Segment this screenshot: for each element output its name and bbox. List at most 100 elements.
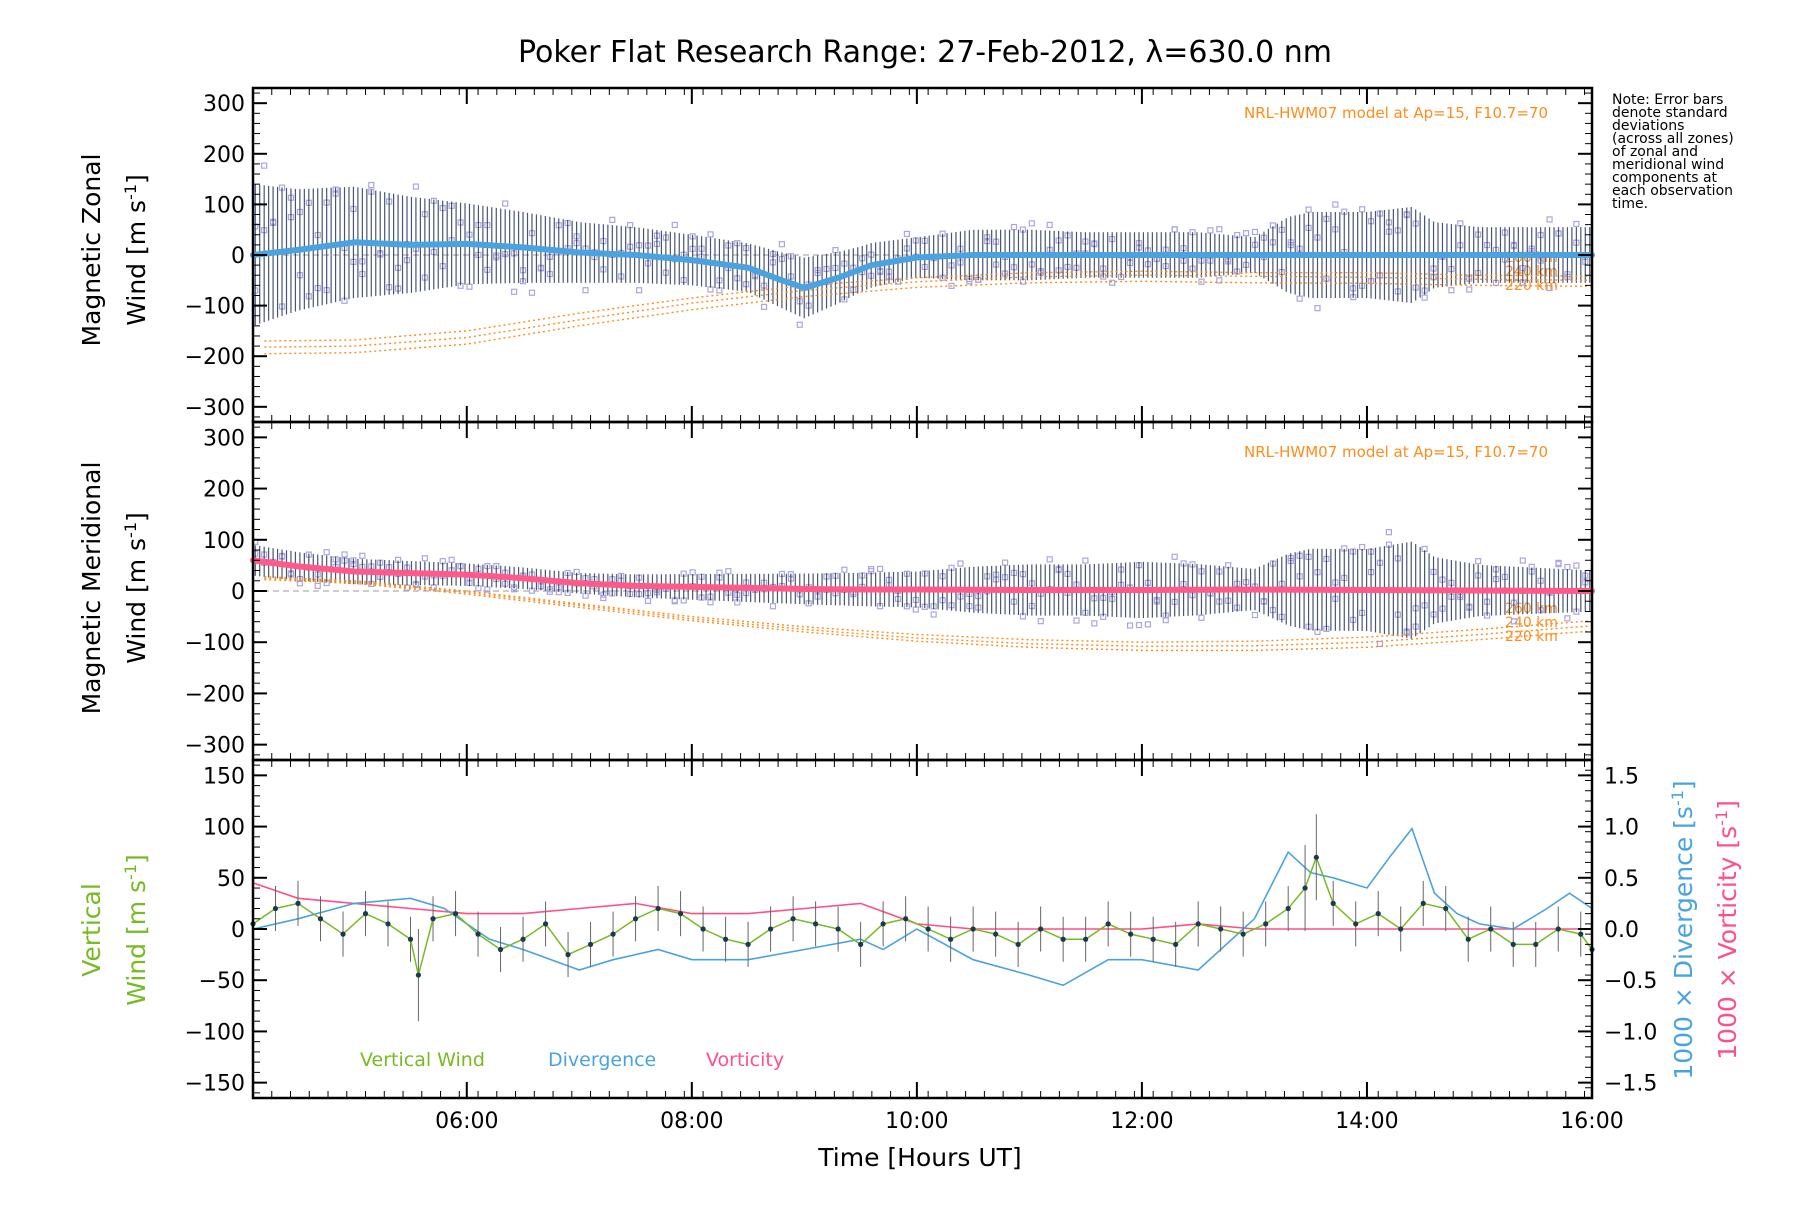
zonal-scatter-point bbox=[1296, 295, 1303, 302]
vertical-y-tick-label: −50 bbox=[199, 969, 245, 994]
meridional-scatter-point bbox=[1198, 614, 1205, 621]
meridional-alt-label: 220 km bbox=[1505, 629, 1558, 645]
meridional-scatter-point bbox=[323, 549, 330, 556]
vertical-data bbox=[250, 814, 1595, 1022]
note-line: denote standard bbox=[1612, 105, 1728, 121]
zonal-scatter-point bbox=[1207, 227, 1214, 234]
vertical-wind-point bbox=[835, 926, 841, 932]
vertical-ylabel-line2: Wind [m s-1] bbox=[121, 854, 152, 1006]
note-line: deviations bbox=[1612, 118, 1684, 134]
meridional-scatter-point bbox=[484, 586, 491, 593]
zonal-scatter-point bbox=[1546, 284, 1553, 292]
zonal-y-tick-label: −300 bbox=[185, 396, 245, 421]
zonal-scatter-point bbox=[502, 200, 509, 207]
meridional-scatter-point bbox=[1037, 618, 1044, 625]
zonal-scatter-point bbox=[412, 183, 420, 190]
zonal-model-curve bbox=[264, 280, 1593, 355]
meridional-scatter-point bbox=[1171, 553, 1178, 560]
meridional-scatter-point bbox=[1091, 620, 1098, 627]
meridional-model-curve bbox=[264, 579, 1593, 652]
meridional-scatter-point bbox=[1135, 621, 1143, 629]
meridional-scatter-point bbox=[1519, 557, 1526, 564]
note-line: Note: Error bars bbox=[1612, 92, 1723, 108]
meridional-scatter-point bbox=[1144, 621, 1151, 628]
vertical-wind-point bbox=[925, 926, 931, 932]
meridional-y-tick-label: −200 bbox=[185, 682, 245, 707]
vertical-wind-point bbox=[340, 931, 346, 937]
vertical-wind-point bbox=[497, 946, 504, 953]
zonal-model-curve bbox=[264, 270, 1593, 342]
zonal-model-label: NRL-HWM07 model at Ap=15, F10.7=70 bbox=[1244, 104, 1548, 122]
vertical-ylabel-close: ] bbox=[122, 854, 151, 864]
x-tick-label: 10:00 bbox=[885, 1109, 948, 1134]
zonal-scatter-point bbox=[1216, 226, 1223, 233]
legend-vertical-wind: Vertical Wind bbox=[360, 1049, 485, 1071]
note-line: (across all zones) bbox=[1612, 131, 1734, 147]
vertical-wind-point bbox=[655, 905, 661, 912]
meridional-scatter-point bbox=[644, 597, 652, 605]
x-tick-label: 06:00 bbox=[435, 1109, 498, 1134]
meridional-scatter-point bbox=[1510, 618, 1517, 625]
vertical-y-tick-label: −100 bbox=[185, 1020, 245, 1045]
note-line: components at bbox=[1612, 170, 1718, 186]
meridional-ylabel-close: ] bbox=[122, 512, 151, 522]
zonal-scatter-point bbox=[1251, 228, 1259, 236]
meridional-scatter-point bbox=[1555, 561, 1562, 568]
divergence-ylabel-sup: -1 bbox=[1668, 790, 1687, 806]
zonal-scatter-point bbox=[528, 289, 536, 296]
divergence-ylabel-main: 1000 × Divergence [s bbox=[1669, 806, 1698, 1080]
vertical-wind-point bbox=[1330, 900, 1336, 906]
zonal-model-curve bbox=[264, 274, 1593, 348]
note-line: meridional wind bbox=[1612, 157, 1724, 173]
zonal-scatter-point bbox=[778, 241, 786, 248]
vertical-wind-point bbox=[1313, 854, 1319, 860]
zonal-scatter-point bbox=[1466, 286, 1473, 293]
zonal-scatter-point bbox=[1171, 226, 1178, 233]
zonal-scatter-point bbox=[707, 231, 714, 238]
zonal-scatter-point bbox=[582, 287, 589, 294]
vertical-wind-point bbox=[1218, 926, 1224, 932]
meridional-scatter-point bbox=[1251, 611, 1259, 619]
vertical-wind-point bbox=[1060, 936, 1066, 942]
x-axis-title: Time [Hours UT] bbox=[817, 1143, 1021, 1172]
vertical-wind-point bbox=[722, 936, 729, 942]
vertical-wind-point bbox=[700, 926, 706, 932]
meridional-scatter-point bbox=[725, 568, 732, 575]
zonal-scatter-point bbox=[903, 230, 910, 238]
vertical-y-tick-label: 0 bbox=[231, 918, 245, 943]
vertical-wind-point bbox=[1038, 926, 1044, 932]
vertical-wind-point bbox=[1150, 936, 1156, 942]
vertical-wind-point bbox=[542, 921, 549, 927]
divergence-ylabel: 1000 × Divergence [s-1] bbox=[1668, 780, 1699, 1079]
vertical-wind-point bbox=[1173, 941, 1179, 947]
meridional-scatter-point bbox=[314, 582, 321, 590]
zonal-data bbox=[250, 162, 1595, 355]
vertical-wind-point bbox=[1420, 900, 1426, 906]
vertical-wind-point bbox=[610, 931, 616, 937]
zonal-ylabel-close: ] bbox=[122, 174, 151, 184]
vertical-wind-point bbox=[362, 911, 369, 917]
zonal-scatter-point bbox=[671, 221, 678, 229]
vertical-wind-point bbox=[1555, 926, 1561, 932]
zonal-y-tick-label: −100 bbox=[185, 295, 245, 320]
vertical-wind-point bbox=[1533, 941, 1539, 947]
meridional-scatter-point bbox=[1082, 557, 1089, 564]
vertical-y-tick-label: 150 bbox=[203, 764, 245, 789]
meridional-scatter-point bbox=[1073, 617, 1080, 624]
vertical-ylabel-sup: -1 bbox=[121, 864, 140, 880]
vertical-y-tick-label: 100 bbox=[203, 816, 245, 841]
vertical-wind-point bbox=[317, 916, 324, 922]
vertical-wind-point bbox=[295, 900, 301, 906]
meridional-y-tick-label: −100 bbox=[185, 631, 245, 656]
meridional-scatter-point bbox=[600, 594, 607, 602]
zonal-scatter-point bbox=[635, 287, 643, 294]
x-tick-label: 12:00 bbox=[1110, 1109, 1173, 1134]
meridional-ylabel-line1: Magnetic Meridional bbox=[77, 462, 106, 715]
meridional-scatter-point bbox=[957, 560, 964, 567]
meridional-data bbox=[250, 529, 1595, 652]
y2-tick-label: 0.5 bbox=[1604, 867, 1639, 892]
meridional-scatter-point bbox=[421, 555, 428, 562]
vertical-wind-point bbox=[1578, 931, 1584, 937]
meridional-ylabel-sup: -1 bbox=[121, 522, 140, 538]
